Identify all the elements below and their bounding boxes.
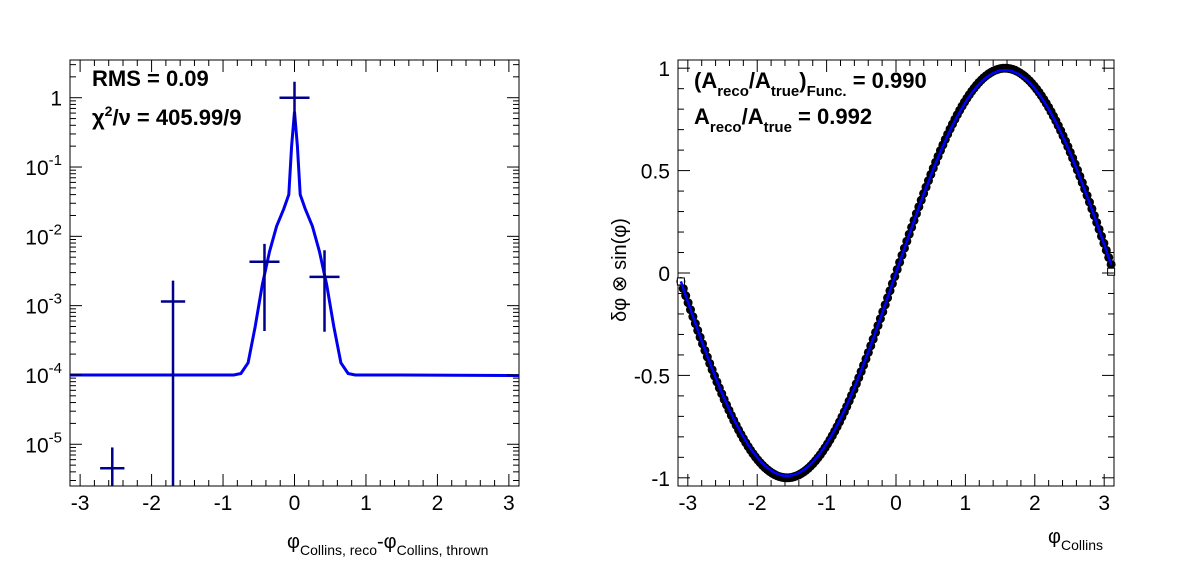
x-tick-label: 3 [1098, 492, 1110, 515]
right-y-ticks: 1 0.5 0 -0.5 -1 [634, 58, 1114, 491]
left-data-point [309, 250, 340, 332]
y-tick-label: 1 [50, 88, 62, 111]
x-tick-label: -1 [214, 492, 233, 515]
chi-symbol: χ [92, 105, 105, 130]
x-tick-label: 3 [503, 492, 515, 515]
x-tick-label: 1 [360, 492, 372, 515]
x-tick-label: 2 [432, 492, 444, 515]
left-data-point [160, 280, 186, 486]
x-tick-label: 1 [960, 492, 972, 515]
right-x-ticks: -3 -2 -1 0 1 2 3 [678, 60, 1110, 515]
right-y-axis-title: δφ ⊗ sin(φ) [609, 218, 631, 322]
x-tick-label: 2 [1029, 492, 1041, 515]
left-x-axis-title: φCollins, reco-φCollins, thrown [287, 531, 488, 558]
y-tick-label: 10-5 [25, 429, 62, 457]
left-data-points-group [100, 81, 340, 486]
left-fit-curve [70, 111, 519, 378]
x-tick-label: -3 [678, 492, 697, 515]
y-tick-label: 10-3 [25, 291, 62, 319]
y-tick-label: -0.5 [634, 365, 670, 388]
x-tick-label: -1 [817, 492, 836, 515]
right-open-marker [1107, 267, 1116, 276]
right-panel: -3 -2 -1 0 1 2 3 1 0.5 0 -0.5 -1 (Areco/Atrue)Func… [609, 58, 1116, 553]
right-fit-curve [679, 68, 1113, 478]
x-tick-label: -3 [71, 492, 90, 515]
left-x-ticks: -3 -2 -1 0 1 2 3 [71, 60, 515, 515]
x-tick-label: 0 [890, 492, 902, 515]
left-data-point [100, 447, 125, 486]
right-ratio-stat: Areco/Atrue = 0.992 [694, 104, 872, 136]
right-x-axis-title: φCollins [1048, 526, 1103, 553]
x-tick-label: -2 [142, 492, 161, 515]
left-panel: -3 -2 -1 0 1 2 3 1 10-1 10-2 10-3 10-4 10-5 RMS = 0… [25, 59, 520, 558]
y-tick-label: 10-4 [25, 360, 62, 388]
left-fit-curve-group [70, 111, 519, 378]
right-fit-curve-group [679, 68, 1113, 478]
chi-rest: /ν = 405.99/9 [112, 105, 241, 130]
chi-superscript: 2 [105, 103, 113, 119]
x-tick-label: -2 [748, 492, 767, 515]
y-tick-label: 10-1 [25, 152, 62, 180]
right-ratio-func-stat: (Areco/Atrue)Func. = 0.990 [694, 68, 927, 100]
left-data-point [249, 243, 280, 332]
left-y-ticks: 1 10-1 10-2 10-3 10-4 10-5 [25, 64, 519, 482]
y-tick-label: 1 [658, 58, 670, 81]
y-tick-label: 0.5 [641, 161, 670, 184]
x-tick-label: 0 [289, 492, 301, 515]
left-chi2-stat: χ2/ν = 405.99/9 [92, 103, 242, 130]
y-tick-label: 0 [658, 263, 670, 286]
left-rms-stat: RMS = 0.09 [92, 66, 209, 91]
y-tick-label: -1 [651, 468, 670, 491]
y-tick-label: 10-2 [25, 221, 62, 249]
left-data-point [279, 81, 310, 126]
